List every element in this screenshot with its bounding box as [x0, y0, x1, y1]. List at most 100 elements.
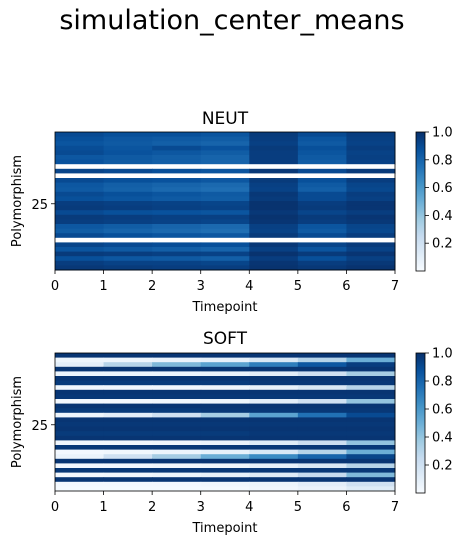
- heatmap-cell: [200, 472, 250, 478]
- heatmap-cell: [200, 468, 250, 474]
- colorbar-tick-label: 0.4: [432, 431, 453, 446]
- heatmap-cell: [249, 440, 299, 446]
- panel-title: NEUT: [202, 109, 249, 129]
- heatmap-cell: [249, 214, 299, 220]
- heatmap-cell: [152, 463, 202, 469]
- heatmap-gap-row: [55, 173, 395, 178]
- heatmap-cell: [249, 260, 299, 266]
- heatmap-cell: [152, 481, 202, 487]
- heatmap-cell: [249, 431, 299, 437]
- heatmap-cell: [103, 357, 153, 363]
- heatmap-cell: [55, 187, 105, 193]
- heatmap-cell: [249, 353, 299, 359]
- heatmap-cell: [297, 435, 347, 441]
- heatmap-cell: [152, 141, 202, 147]
- heatmap-cell: [200, 426, 250, 432]
- heatmap-cell: [103, 399, 153, 405]
- heatmap-cell: [249, 445, 299, 451]
- y-axis-label: Polymorphism: [10, 155, 25, 247]
- heatmap-cell: [55, 251, 105, 257]
- heatmap-cell: [103, 449, 153, 455]
- heatmap-cell: [297, 399, 347, 405]
- heatmap-cell: [297, 141, 347, 147]
- heatmap-cell: [249, 136, 299, 142]
- heatmap-cell: [200, 380, 250, 386]
- heatmap-cell: [200, 201, 250, 207]
- heatmap-cell: [103, 265, 153, 271]
- heatmap-cell: [249, 141, 299, 147]
- heatmap-cell: [103, 155, 153, 161]
- heatmap-cell: [297, 210, 347, 216]
- heatmap-cell: [346, 132, 396, 138]
- heatmap-cell: [55, 132, 105, 138]
- heatmap-cell: [55, 357, 105, 363]
- x-tick-label: 4: [245, 500, 253, 515]
- heatmap-cell: [297, 159, 347, 165]
- heatmap-cell: [152, 454, 202, 460]
- heatmap-cell: [103, 412, 153, 418]
- heatmap-cell: [200, 408, 250, 414]
- heatmap-cell: [55, 228, 105, 234]
- heatmap-cell: [346, 371, 396, 377]
- heatmap-cell: [152, 394, 202, 400]
- heatmap-cell: [152, 403, 202, 409]
- heatmap-cell: [200, 362, 250, 368]
- heatmap-cell: [346, 256, 396, 262]
- heatmap-cell: [200, 412, 250, 418]
- heatmap-cell: [249, 408, 299, 414]
- heatmap-cell: [200, 399, 250, 405]
- heatmap-cell: [103, 422, 153, 428]
- heatmap-cell: [152, 468, 202, 474]
- heatmap-cell: [55, 159, 105, 165]
- heatmap-cell: [249, 362, 299, 368]
- heatmap-cell: [152, 251, 202, 257]
- heatmap-cell: [200, 224, 250, 230]
- heatmap-cell: [103, 159, 153, 165]
- heatmap-cell: [152, 458, 202, 464]
- heatmap-cell: [346, 468, 396, 474]
- heatmap-cell: [346, 178, 396, 184]
- heatmap-cell: [249, 458, 299, 464]
- heatmap-cell: [55, 376, 105, 382]
- heatmap-cell: [103, 251, 153, 257]
- heatmap-cell: [249, 201, 299, 207]
- heatmap-cell: [55, 422, 105, 428]
- plot-frame: [54, 352, 396, 492]
- heatmap-cell: [249, 168, 299, 174]
- heatmap-cell: [103, 182, 153, 188]
- heatmap-cell: [152, 477, 202, 483]
- heatmap-cell: [297, 454, 347, 460]
- heatmap-cell: [103, 468, 153, 474]
- heatmap-cell: [152, 210, 202, 216]
- heatmap-cell: [103, 431, 153, 437]
- heatmap-cell: [346, 486, 396, 492]
- heatmap-cell: [297, 380, 347, 386]
- heatmap-cell: [249, 399, 299, 405]
- heatmap-cell: [346, 481, 396, 487]
- heatmap-cell: [152, 417, 202, 423]
- x-tick-label: 0: [51, 279, 59, 294]
- heatmap-cell: [55, 440, 105, 446]
- heatmap-cell: [297, 357, 347, 363]
- heatmap-cell: [152, 357, 202, 363]
- heatmap-cell: [152, 353, 202, 359]
- heatmap-cell: [346, 228, 396, 234]
- heatmap-cell: [152, 182, 202, 188]
- colorbar-tick-label: 1.0: [432, 347, 453, 362]
- heatmap-cell: [55, 353, 105, 359]
- colorbar-tick-label: 1.0: [432, 126, 453, 141]
- heatmap-cell: [346, 417, 396, 423]
- heatmap-cell: [346, 458, 396, 464]
- heatmap-cell: [103, 445, 153, 451]
- heatmap-cell: [152, 224, 202, 230]
- heatmap-cell: [249, 159, 299, 165]
- heatmap-cell: [152, 191, 202, 197]
- heatmap-cell: [297, 408, 347, 414]
- heatmap-cell: [103, 260, 153, 266]
- heatmap-cell: [152, 233, 202, 239]
- heatmap-cell: [152, 260, 202, 266]
- heatmap-cell: [297, 468, 347, 474]
- heatmap-cell: [200, 445, 250, 451]
- x-axis-label: Timepoint: [192, 300, 258, 315]
- heatmap-cell: [249, 380, 299, 386]
